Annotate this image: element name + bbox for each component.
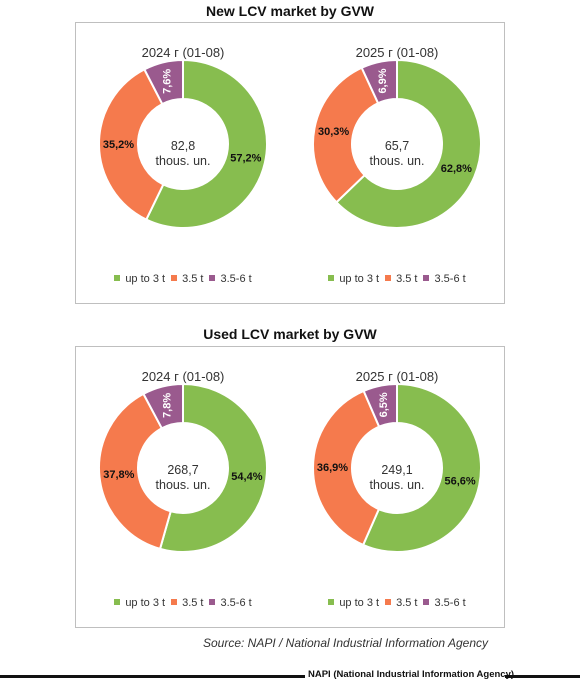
legend-label: up to 3 t	[125, 273, 166, 285]
label-up-to-3t: 56,6%	[445, 475, 476, 487]
label-3-5-6t: 6,5%	[378, 392, 390, 417]
legend-label: 3.5-6 t	[220, 597, 252, 609]
legend-item-up-to-3t: up to 3 t	[114, 597, 165, 609]
donut-chart-new-2025: 2025 г (01-08) 62,8% 30,3% 6,9% 65,7 thous. u…	[290, 23, 504, 303]
legend-item-3-5-6t: 3.5-6 t	[423, 597, 466, 609]
section-title-new: New LCV market by GVW	[205, 3, 375, 19]
label-up-to-3t: 54,4%	[231, 471, 262, 483]
legend-swatch	[328, 599, 335, 605]
slice-3-5t	[312, 66, 380, 204]
legend-swatch	[423, 599, 430, 605]
center-unit: thous. un.	[369, 478, 425, 492]
legend: up to 3 t 3.5 t 3.5-6 t	[290, 273, 504, 285]
legend-label: up to 3 t	[339, 273, 380, 285]
label-3-5t: 35,2%	[103, 139, 134, 151]
legend: up to 3 t 3.5 t 3.5-6 t	[76, 273, 290, 285]
legend-label: 3.5 t	[396, 597, 418, 609]
label-up-to-3t: 57,2%	[230, 152, 261, 164]
label-3-5-6t: 6,9%	[377, 68, 389, 93]
legend-swatch	[385, 599, 392, 605]
legend-item-3-5-6t: 3.5-6 t	[423, 273, 466, 285]
legend-swatch	[328, 275, 335, 281]
legend-item-3-5-6t: 3.5-6 t	[209, 273, 252, 285]
legend-label: 3.5 t	[182, 273, 204, 285]
center-unit: thous. un.	[155, 154, 211, 168]
donut-chart-used-2024: 2024 г (01-08) 54,4% 37,8% 7,8% 268,7 thous. …	[76, 347, 290, 627]
slice-3-5-6t	[143, 58, 184, 106]
legend-swatch	[114, 275, 121, 281]
donut-svg: 57,2% 35,2% 7,6%	[98, 58, 268, 229]
center-total: 82,8 thous. un.	[128, 139, 238, 169]
legend-swatch	[385, 275, 392, 281]
legend-item-3-5t: 3.5 t	[171, 597, 203, 609]
slice-up-to-3t	[361, 382, 482, 553]
legend-label: 3.5 t	[396, 273, 418, 285]
source-note: Source: NAPI / National Industrial Infor…	[202, 636, 488, 650]
legend-item-3-5t: 3.5 t	[385, 273, 417, 285]
legend-label: up to 3 t	[125, 597, 166, 609]
slice-3-5t	[312, 389, 381, 547]
center-total: 249,1 thous. un.	[342, 463, 452, 493]
legend-swatch	[114, 599, 121, 605]
legend-swatch	[171, 275, 178, 281]
slice-up-to-3t	[335, 58, 482, 229]
slice-3-5-6t	[360, 58, 398, 105]
legend-label: 3.5-6 t	[434, 597, 466, 609]
legend-swatch	[209, 275, 216, 281]
chart-title: 2025 г (01-08)	[355, 45, 439, 60]
slice-3-5t	[98, 392, 172, 551]
label-3-5t: 30,3%	[318, 126, 349, 138]
slice-3-5-6t	[362, 382, 398, 429]
legend: up to 3 t 3.5 t 3.5-6 t	[290, 597, 504, 609]
slice-up-to-3t	[144, 58, 268, 229]
legend-label: 3.5 t	[182, 597, 204, 609]
donut-chart-new-2024: 2024 г (01-08) 57,2% 35,2% 7,6% 82,8 thous. u…	[76, 23, 290, 303]
legend-label: 3.5-6 t	[220, 273, 252, 285]
legend-item-3-5t: 3.5 t	[171, 273, 203, 285]
center-value: 82,8	[170, 139, 196, 153]
slice-up-to-3t	[158, 382, 268, 553]
label-3-5-6t: 7,6%	[162, 69, 174, 94]
label-up-to-3t: 62,8%	[441, 163, 472, 175]
center-unit: thous. un.	[369, 154, 425, 168]
donut-svg: 56,6% 36,9% 6,5%	[312, 382, 482, 553]
donut-svg: 62,8% 30,3% 6,9%	[312, 58, 482, 229]
center-unit: thous. un.	[155, 478, 211, 492]
footer-rule-right	[505, 675, 580, 678]
label-3-5t: 37,8%	[103, 469, 134, 481]
legend-item-up-to-3t: up to 3 t	[114, 273, 165, 285]
legend-item-up-to-3t: up to 3 t	[328, 273, 379, 285]
legend-label: 3.5-6 t	[434, 273, 466, 285]
new-lcv-panel: 2024 г (01-08) 57,2% 35,2% 7,6% 82,8 thous. u…	[75, 22, 505, 304]
center-total: 65,7 thous. un.	[342, 139, 452, 169]
footer-agency: NAPI (National Industrial Information Ag…	[308, 669, 515, 680]
chart-title: 2024 г (01-08)	[141, 369, 225, 384]
footer-rule-left	[0, 675, 305, 678]
label-3-5t: 36,9%	[317, 462, 348, 474]
center-total: 268,7 thous. un.	[128, 463, 238, 493]
slice-3-5-6t	[142, 382, 184, 430]
center-value: 65,7	[384, 139, 410, 153]
chart-title: 2025 г (01-08)	[355, 369, 439, 384]
legend: up to 3 t 3.5 t 3.5-6 t	[76, 597, 290, 609]
center-value: 268,7	[167, 463, 199, 477]
used-lcv-panel: 2024 г (01-08) 54,4% 37,8% 7,8% 268,7 thous. …	[75, 346, 505, 628]
legend-label: up to 3 t	[339, 597, 380, 609]
legend-item-3-5-6t: 3.5-6 t	[209, 597, 252, 609]
legend-item-3-5t: 3.5 t	[385, 597, 417, 609]
label-3-5-6t: 7,8%	[161, 393, 173, 418]
slice-3-5t	[98, 68, 165, 221]
center-value: 249,1	[381, 463, 413, 477]
chart-title: 2024 г (01-08)	[141, 45, 225, 60]
legend-swatch	[171, 599, 178, 605]
legend-item-up-to-3t: up to 3 t	[328, 597, 379, 609]
donut-chart-used-2025: 2025 г (01-08) 56,6% 36,9% 6,5% 249,1 thous. …	[290, 347, 504, 627]
legend-swatch	[423, 275, 430, 281]
legend-swatch	[209, 599, 216, 605]
donut-svg: 54,4% 37,8% 7,8%	[98, 382, 268, 553]
section-title-used: Used LCV market by GVW	[203, 326, 377, 342]
